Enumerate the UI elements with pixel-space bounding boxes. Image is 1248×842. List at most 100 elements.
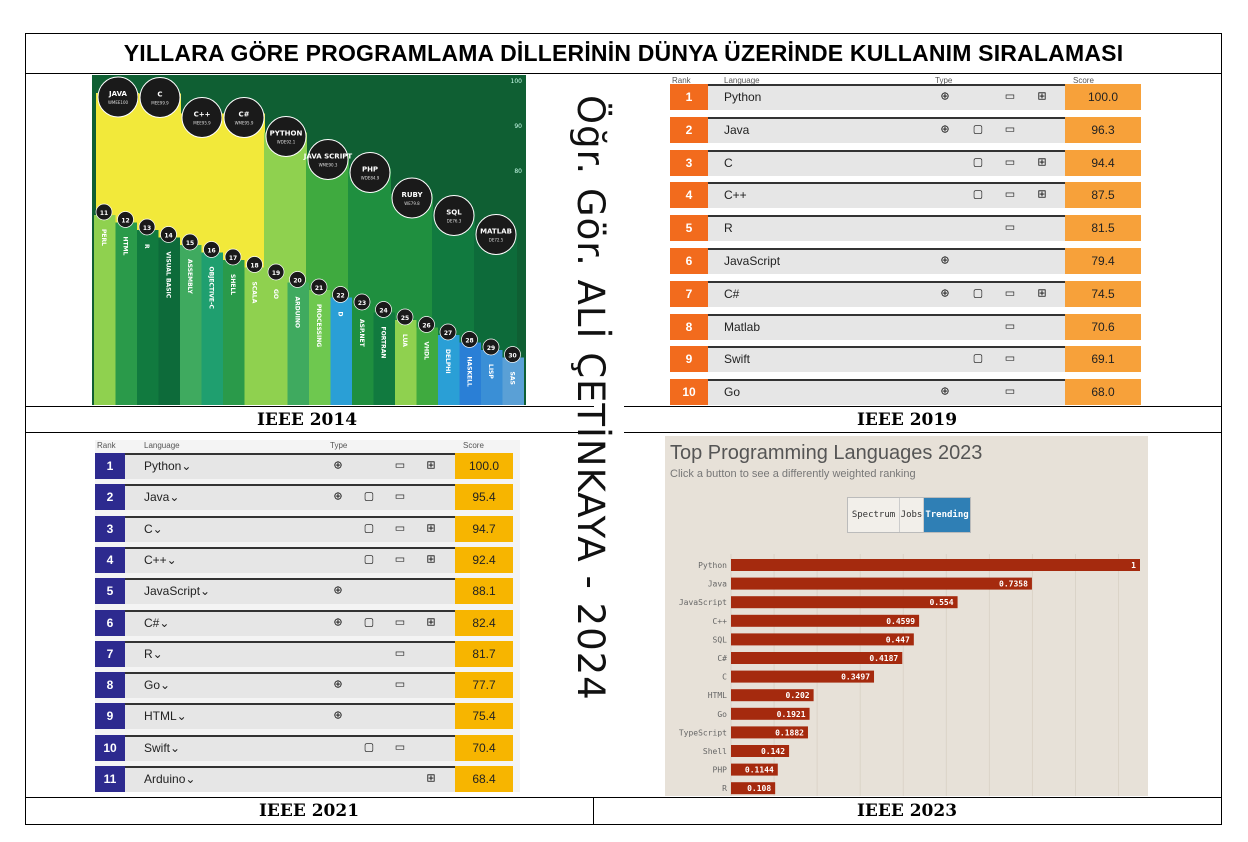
table-row[interactable]: 6 C#⌄ ⊕ ▢ ▭ ⊞ 82.4: [95, 609, 513, 636]
small-label: PERL: [100, 229, 107, 246]
small-bar: [373, 312, 395, 405]
table-header: Language: [144, 441, 180, 450]
rank-cell: 7: [95, 640, 125, 667]
category-label: C#: [717, 654, 727, 663]
bar: [731, 763, 778, 776]
small-bubble: [482, 338, 500, 356]
tick-label: 80: [514, 168, 522, 175]
value-label: 0.554: [929, 598, 953, 607]
table-header: Rank: [97, 441, 116, 450]
table-row[interactable]: 10 Swift⌄ ▢ ▭ 70.4: [95, 734, 513, 761]
score-cell: 94.7: [455, 515, 513, 542]
row-divider: [708, 116, 1141, 119]
language-cell: Python: [724, 90, 762, 104]
table-row[interactable]: 5 JavaScript⌄ ⊕ 88.1: [95, 578, 513, 605]
table-row[interactable]: 1 Python ⊕ ▭ ⊞ 100.0: [670, 84, 1141, 110]
table-row[interactable]: 10 Go ⊕ ▭ 68.0: [670, 379, 1141, 406]
row-divider: [708, 346, 1141, 349]
table-row[interactable]: 4 C++ ▢ ▭ ⊞ 87.5: [670, 182, 1141, 209]
trending-button[interactable]: Trending: [924, 498, 970, 532]
table-row[interactable]: 8 Matlab ▭ 70.6: [670, 313, 1141, 340]
bar: [731, 559, 1140, 571]
language-cell: HTML⌄: [144, 709, 187, 724]
value-label: 0.3497: [841, 673, 870, 682]
table-row[interactable]: 11 Arduino⌄ ⊞ 68.4: [95, 766, 513, 792]
small-number: 28: [465, 338, 473, 345]
small-label: R: [143, 244, 150, 249]
row-divider: [125, 453, 513, 455]
desktop-icon: ▭: [394, 522, 406, 535]
small-number: 19: [272, 270, 280, 277]
value-label: 0.1921: [777, 710, 806, 719]
row-background: [125, 734, 455, 761]
language-cell: Arduino⌄: [144, 772, 196, 786]
table-row[interactable]: 9 HTML⌄ ⊕ 75.4: [95, 703, 513, 730]
table-row[interactable]: 7 R⌄ ▭ 81.7: [95, 640, 513, 667]
chip-icon: ⊞: [426, 772, 436, 785]
small-label: HASKELL: [466, 357, 473, 388]
small-number: 22: [336, 293, 344, 300]
row-divider: [125, 640, 513, 643]
watermark-text: Öğr. Gör. ALİ ÇETİNKAYA - 2024: [569, 95, 612, 701]
desktop-icon: ▭: [1004, 320, 1016, 333]
small-bar: [266, 275, 288, 405]
bar-bubble: [265, 116, 307, 157]
bar: [731, 782, 776, 795]
chip-icon: ⊞: [426, 459, 436, 472]
bar-label: C: [157, 91, 162, 99]
table-row[interactable]: 3 C ▢ ▭ ⊞ 94.4: [670, 149, 1141, 176]
desktop-icon: ▭: [1004, 156, 1016, 169]
score-cell: 69.1: [1065, 346, 1141, 373]
small-number: 14: [164, 233, 172, 240]
value-label: 1: [1131, 561, 1136, 570]
desktop-icon: ▭: [394, 553, 406, 566]
rank-cell: 5: [95, 578, 125, 605]
small-label: D: [337, 312, 344, 317]
table-row[interactable]: 4 C++⌄ ▢ ▭ ⊞ 92.4: [95, 546, 513, 573]
score-cell: 100.0: [1065, 84, 1141, 110]
mobile-icon: ▢: [972, 287, 984, 300]
table-row[interactable]: 2 Java⌄ ⊕ ▢ ▭ 95.4: [95, 484, 513, 511]
bar-label: PYTHON: [270, 130, 303, 138]
ieee-2014-chart: 100 90 80 JAVA WMEE100 C MEE99.9 C++ MEE95.9 C# WM…: [92, 75, 526, 405]
small-bar: [352, 305, 374, 405]
divider: [25, 406, 594, 407]
table-row[interactable]: 6 JavaScript ⊕ 79.4: [670, 248, 1141, 274]
small-label: HTML: [122, 237, 129, 256]
divider: [593, 797, 594, 825]
table-row[interactable]: 5 R ▭ 81.5: [670, 215, 1141, 242]
small-number: 27: [444, 330, 452, 337]
score-cell: 96.3: [1065, 116, 1141, 143]
table-row[interactable]: 1 Python⌄ ⊕ ▭ ⊞ 100.0: [95, 453, 513, 479]
desktop-icon: ▭: [1004, 90, 1016, 103]
chip-icon: ⊞: [426, 553, 436, 566]
table-row[interactable]: 2 Java ⊕ ▢ ▭ 96.3: [670, 116, 1141, 143]
score-cell: 100.0: [455, 453, 513, 479]
row-divider: [708, 215, 1141, 218]
language-cell: C⌄: [144, 521, 163, 536]
chip-icon: ⊞: [1037, 188, 1047, 201]
page-title: YILLARA GÖRE PROGRAMLAMA DİLLERİNİN DÜNY…: [123, 39, 1124, 66]
rank-cell: 1: [95, 453, 125, 479]
bar: [731, 745, 790, 757]
table-row[interactable]: 9 Swift ▢ ▭ 69.1: [670, 346, 1141, 373]
small-label: ASSEMBLY: [186, 259, 193, 295]
small-bubble: [396, 308, 414, 326]
spectrum-button[interactable]: Spectrum: [848, 498, 900, 532]
row-divider: [708, 280, 1141, 283]
table-row[interactable]: 8 Go⌄ ⊕ ▭ 77.7: [95, 672, 513, 699]
table-row[interactable]: 3 C⌄ ▢ ▭ ⊞ 94.7: [95, 515, 513, 542]
small-number: 29: [487, 345, 495, 352]
small-label: SAS: [509, 372, 516, 385]
mobile-icon: ▢: [972, 156, 984, 169]
rank-cell: 8: [670, 313, 708, 340]
language-cell: C#: [724, 286, 740, 301]
mobile-icon: ▢: [363, 490, 375, 503]
row-background: [708, 313, 1065, 340]
category-label: Shell: [703, 747, 727, 756]
jobs-button[interactable]: Jobs: [900, 498, 924, 532]
table-row[interactable]: 7 C# ⊕ ▢ ▭ ⊞ 74.5: [670, 280, 1141, 307]
bar-sub-label: WDE92.1: [277, 140, 296, 145]
small-bubble: [138, 218, 156, 236]
desktop-icon: ▭: [394, 741, 406, 754]
